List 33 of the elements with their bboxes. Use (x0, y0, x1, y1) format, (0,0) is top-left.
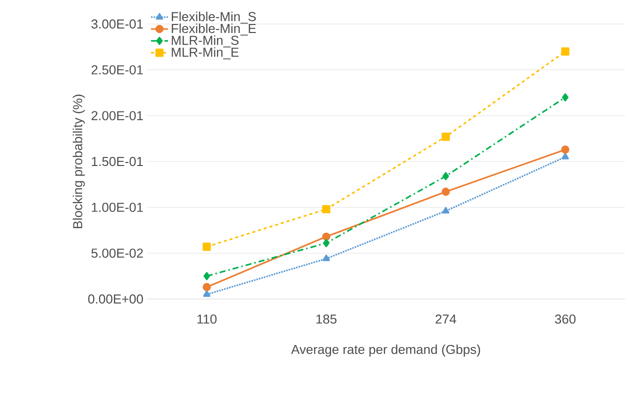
x-tick-label: 110 (197, 314, 217, 324)
y-axis-title: Blocking probability (%) (72, 94, 85, 228)
point (202, 242, 211, 251)
point (442, 132, 450, 141)
point (322, 232, 330, 241)
y-tick-label: 5.00E-02 (91, 248, 143, 258)
point (561, 47, 570, 56)
y-tick-label: 0.00E+00 (88, 294, 143, 304)
point (442, 172, 450, 180)
legend-label: Flexible-Min_S (172, 12, 256, 24)
y-tick-label: 1.00E-01 (92, 202, 143, 212)
legend-label: MLR-Min_S (172, 35, 239, 48)
legend-label: Flexible-Min_E (172, 24, 256, 36)
y-tick-label: 2.50E-01 (92, 65, 143, 74)
x-tick-label: 274 (436, 314, 456, 324)
point (322, 254, 330, 262)
point (562, 152, 569, 160)
x-axis-title: Average rate per demand (Gbps) (291, 344, 480, 357)
y-tick-label: 2.00E-01 (92, 111, 143, 120)
point (442, 206, 450, 214)
point (322, 205, 330, 214)
point (203, 272, 210, 280)
point (562, 93, 569, 102)
y-tick-label: 3.00E-01 (91, 19, 143, 29)
legend-label: MLR-Min_E (172, 47, 239, 60)
x-tick-label: 360 (554, 314, 576, 324)
point (322, 238, 330, 248)
point (203, 290, 210, 297)
x-tick-label: 185 (316, 314, 337, 324)
point (202, 282, 211, 292)
point (442, 188, 450, 196)
point (561, 145, 570, 154)
y-tick-label: 1.50E-01 (92, 156, 143, 166)
